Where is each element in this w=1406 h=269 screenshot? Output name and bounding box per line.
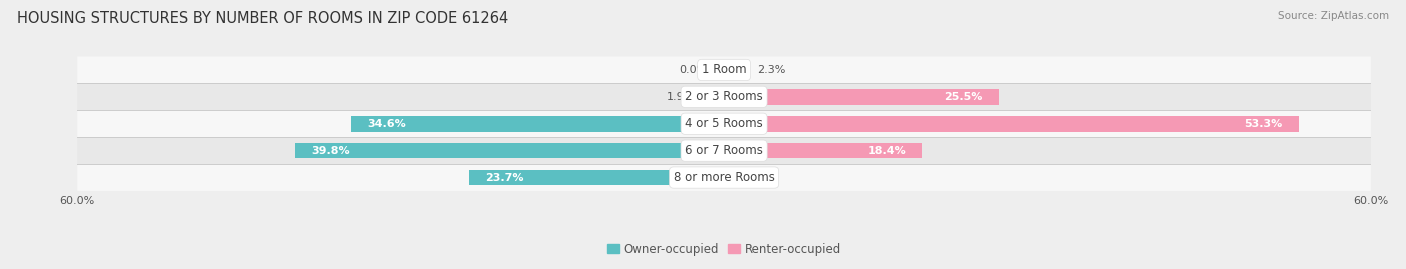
Text: 1 Room: 1 Room <box>702 63 747 76</box>
FancyBboxPatch shape <box>77 56 1371 83</box>
Text: 0.59%: 0.59% <box>740 172 775 183</box>
Text: 4 or 5 Rooms: 4 or 5 Rooms <box>685 117 763 130</box>
Text: 18.4%: 18.4% <box>868 146 907 156</box>
FancyBboxPatch shape <box>77 110 1371 137</box>
Text: 1.9%: 1.9% <box>666 92 695 102</box>
Bar <box>724 89 998 105</box>
Text: 23.7%: 23.7% <box>485 172 523 183</box>
Text: 2.3%: 2.3% <box>758 65 786 75</box>
Bar <box>724 62 749 78</box>
Bar <box>724 143 922 158</box>
FancyBboxPatch shape <box>77 164 1371 191</box>
Bar <box>724 170 731 185</box>
Text: HOUSING STRUCTURES BY NUMBER OF ROOMS IN ZIP CODE 61264: HOUSING STRUCTURES BY NUMBER OF ROOMS IN… <box>17 11 508 26</box>
Text: 53.3%: 53.3% <box>1244 119 1282 129</box>
Text: 0.0%: 0.0% <box>679 65 709 75</box>
Text: 25.5%: 25.5% <box>945 92 983 102</box>
Bar <box>295 143 724 158</box>
Text: Source: ZipAtlas.com: Source: ZipAtlas.com <box>1278 11 1389 21</box>
Bar <box>724 116 1299 132</box>
Bar <box>352 116 724 132</box>
Bar <box>468 170 724 185</box>
FancyBboxPatch shape <box>77 83 1371 110</box>
Text: 39.8%: 39.8% <box>311 146 350 156</box>
Text: 8 or more Rooms: 8 or more Rooms <box>673 171 775 184</box>
FancyBboxPatch shape <box>77 137 1371 164</box>
Text: 34.6%: 34.6% <box>367 119 406 129</box>
Text: 2 or 3 Rooms: 2 or 3 Rooms <box>685 90 763 103</box>
Text: 6 or 7 Rooms: 6 or 7 Rooms <box>685 144 763 157</box>
Legend: Owner-occupied, Renter-occupied: Owner-occupied, Renter-occupied <box>602 238 846 260</box>
Bar <box>703 89 724 105</box>
